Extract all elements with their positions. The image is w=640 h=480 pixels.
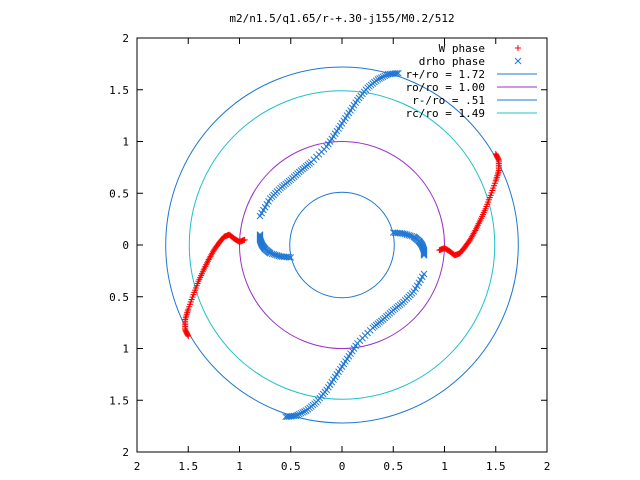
drho-phase-point	[282, 413, 289, 421]
w-phase-point	[184, 332, 191, 339]
w-phase-point	[493, 151, 500, 158]
drho-phase-point	[379, 73, 387, 81]
drho-phase-point	[420, 251, 428, 258]
legend-label: ro/ro = 1.00	[406, 81, 485, 94]
y-tick-label: 1.5	[109, 84, 129, 97]
y-tick-label: 2	[122, 32, 129, 45]
drho-phase-point	[420, 251, 428, 259]
y-tick-label: 1	[122, 343, 129, 356]
circle-r1p72	[165, 66, 519, 424]
drho-phase-point	[256, 233, 264, 241]
y-tick-label: 0	[122, 239, 129, 252]
circle-r1p49	[188, 90, 496, 400]
drho-phase-point	[295, 410, 303, 418]
w-phase-point	[185, 333, 192, 340]
drho-phase-point	[256, 233, 264, 240]
drho-phase-point	[256, 232, 264, 239]
w-phase-point	[492, 150, 499, 157]
x-tick-label: 1.5	[486, 460, 506, 473]
drho-phase-point	[377, 74, 385, 82]
reference-circles	[165, 66, 519, 424]
drho-phase-point	[381, 72, 389, 80]
x-tick-label: 1.5	[178, 460, 198, 473]
data-markers	[182, 69, 502, 421]
y-tick-label: 0.5	[109, 187, 129, 200]
legend-label: r-/ro = .51	[412, 94, 485, 107]
drho-phase-point	[302, 407, 310, 414]
drho-phase-point	[420, 249, 428, 257]
y-tick-label: 2	[122, 446, 129, 459]
legend-swatch	[515, 45, 521, 51]
x-tick-label: 0.5	[281, 460, 301, 473]
drho-phase-point	[299, 408, 307, 416]
drho-phase-point	[395, 69, 402, 77]
y-tick-label: 0.5	[109, 291, 129, 304]
y-tick-label: 1.5	[109, 394, 129, 407]
legend-label: drho phase	[419, 55, 485, 68]
drho-phase-point	[374, 76, 382, 83]
y-tick-label: 1	[122, 136, 129, 149]
circle-r1	[239, 141, 445, 349]
drho-phase-point	[283, 413, 291, 420]
x-tick-label: 1	[236, 460, 243, 473]
drho-phase-point	[376, 75, 383, 82]
x-tick-label: 2	[544, 460, 551, 473]
legend-label: W phase	[439, 42, 485, 55]
legend-swatch	[514, 57, 522, 65]
x-tick-label: 0.5	[383, 460, 403, 473]
circle-r0p51	[289, 191, 395, 299]
drho-phase-point	[393, 70, 401, 77]
drho-phase-point	[256, 231, 264, 239]
drho-phase-point	[420, 250, 428, 257]
drho-phase-point	[301, 408, 308, 415]
drho-phase-point	[297, 409, 305, 417]
legend-label: rc/ro = 1.49	[406, 107, 485, 120]
x-tick-label: 1	[441, 460, 448, 473]
chart-title: m2/n1.5/q1.65/r-+.30-j155/M0.2/512	[229, 12, 454, 25]
x-tick-label: 0	[339, 460, 346, 473]
x-tick-label: 2	[134, 460, 141, 473]
plot-frame	[136, 37, 548, 453]
legend-label: r+/ro = 1.72	[406, 68, 485, 81]
